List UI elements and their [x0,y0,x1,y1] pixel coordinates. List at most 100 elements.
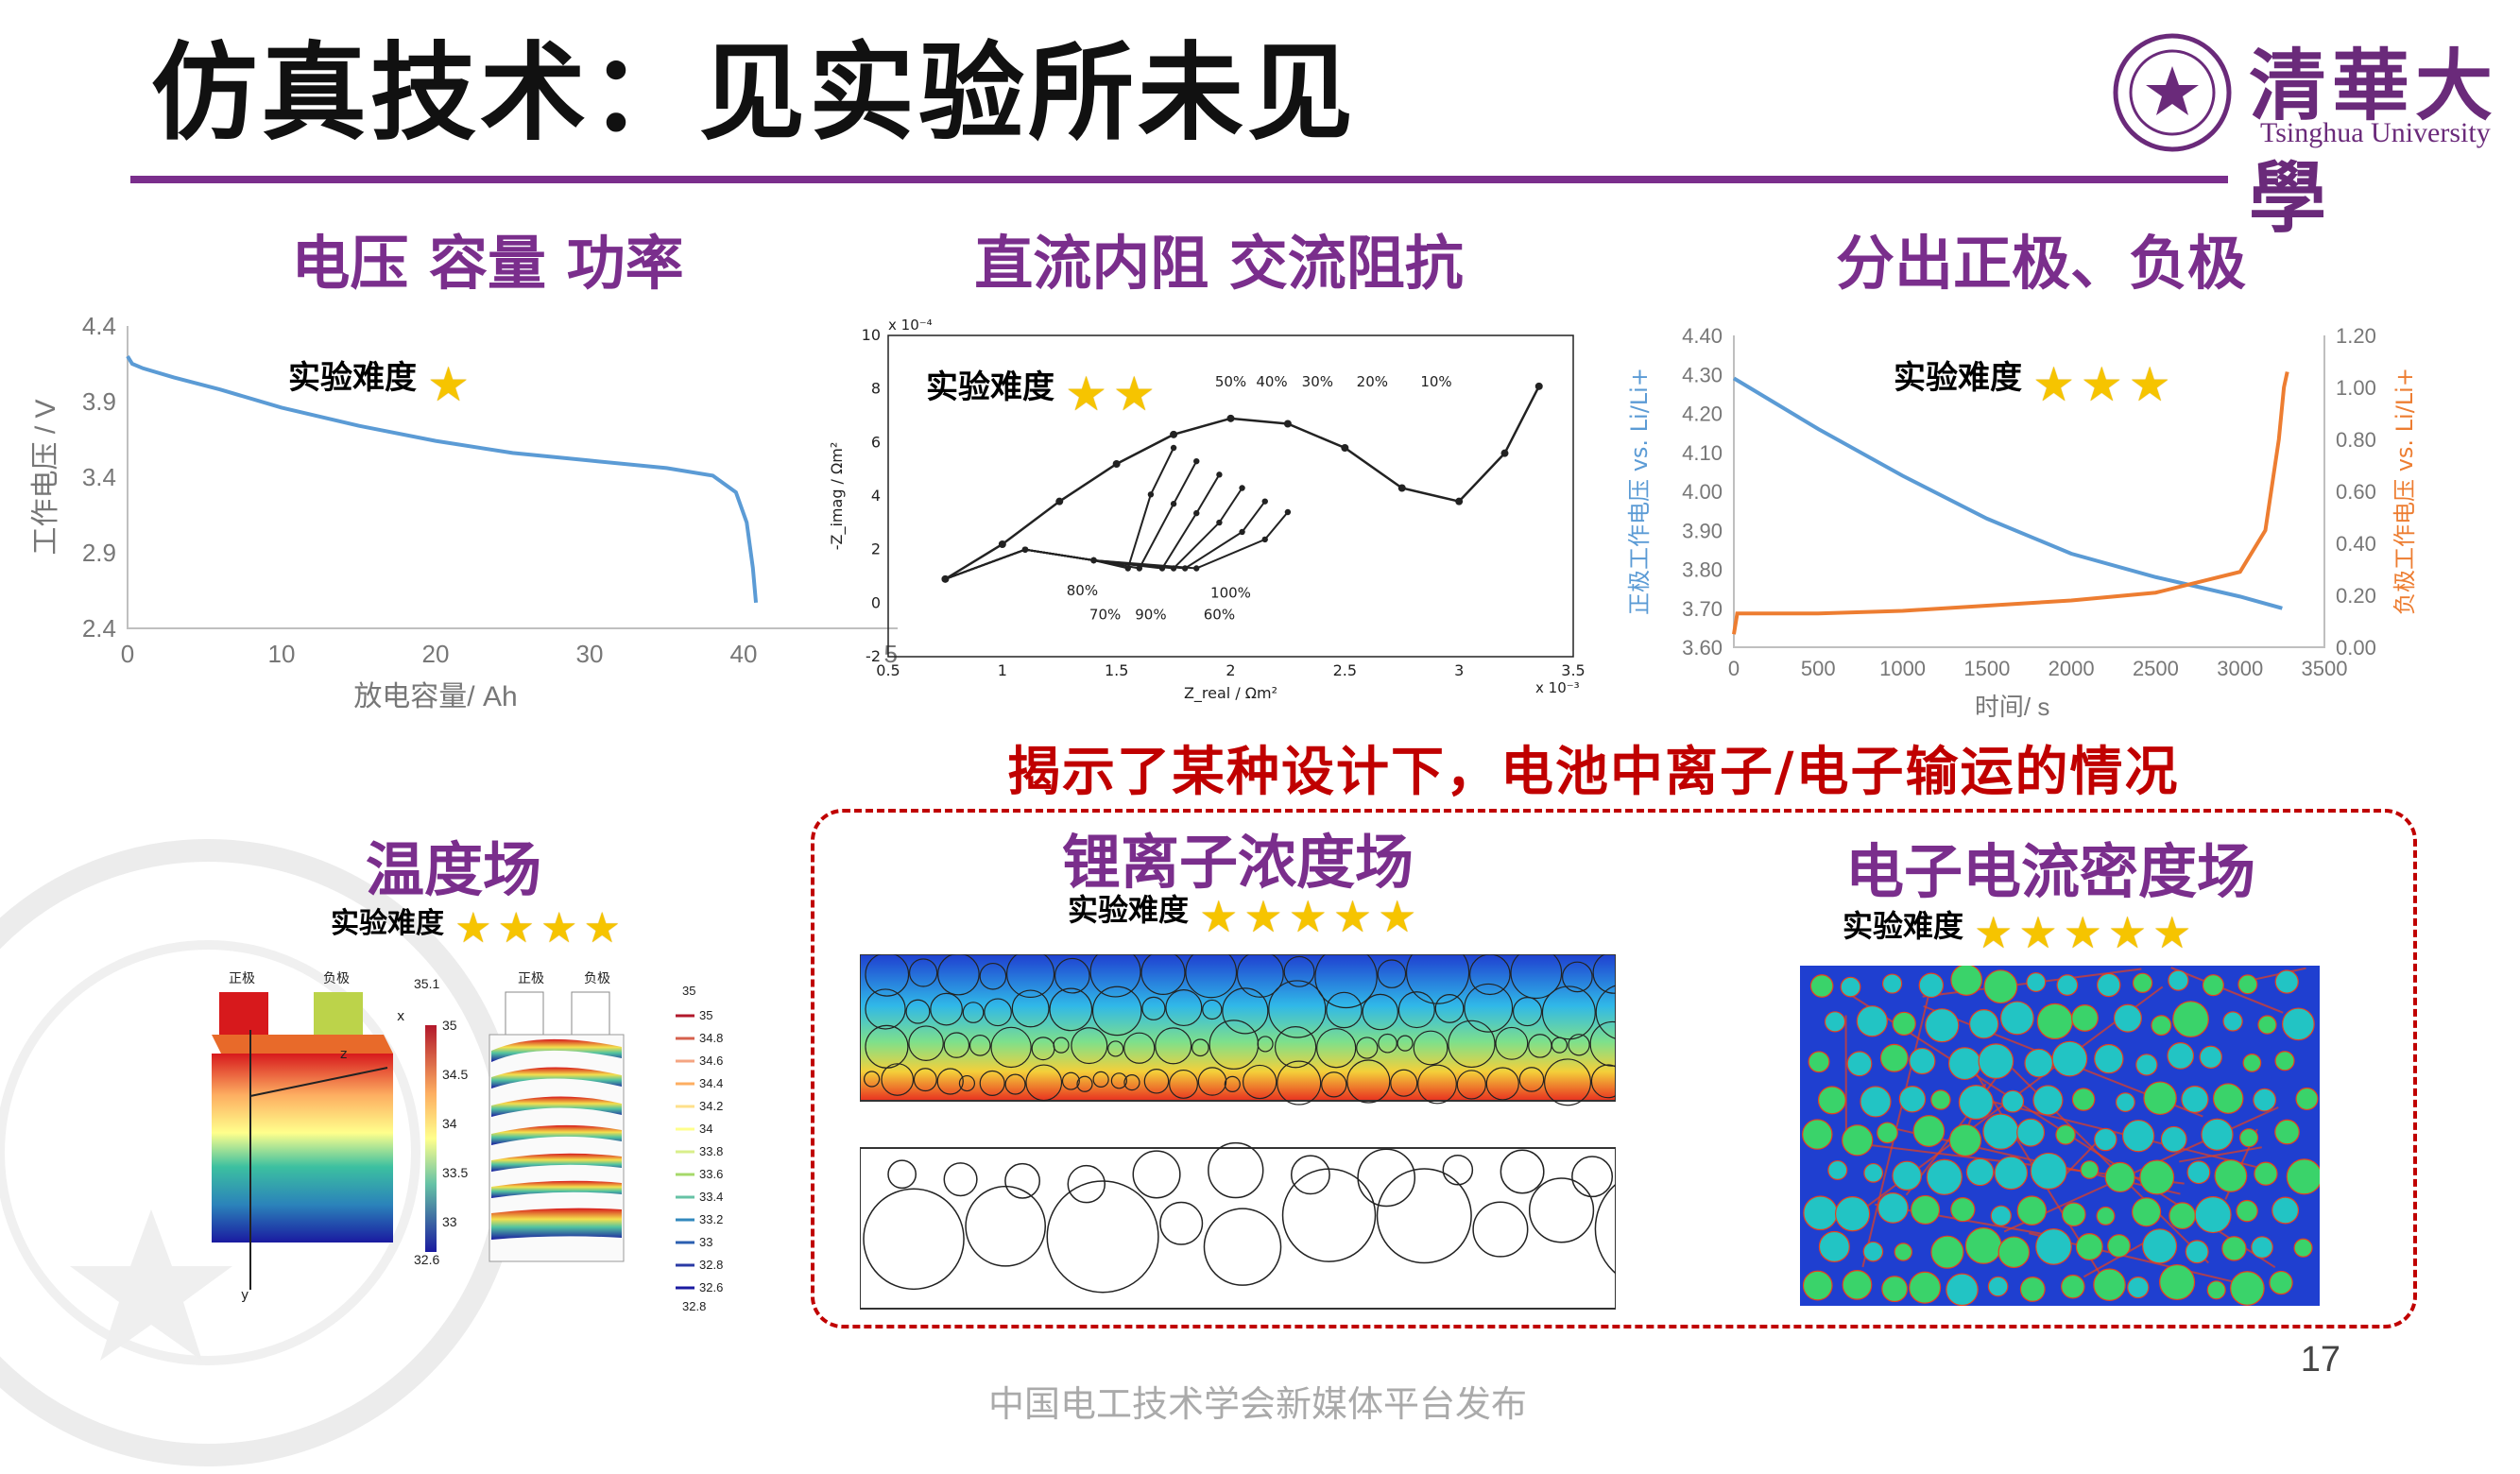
particle [2037,1003,2072,1038]
particle [1919,973,1943,997]
particle [1894,1243,1911,1260]
star-icon: ★ [583,908,620,950]
particle [1809,1052,1829,1072]
soc-point [1193,458,1199,464]
particle [2272,1197,2299,1224]
current-density-image [1800,966,2320,1306]
particle [1910,1048,1935,1073]
y-tick-label: 2 [871,540,881,558]
particle [2072,1088,2094,1110]
page-title: 仿真技术：见实验所未见 [151,30,1357,157]
y-left-axis-label: 正极工作电压 vs. Li/Li+ [1626,368,1653,615]
axis-z-label: z [340,1047,347,1062]
particle [2169,1203,2196,1229]
particle [2062,1275,2084,1297]
particle [2056,1125,2075,1144]
particle [2136,1054,2157,1075]
particle [2133,973,2151,992]
particle [1841,977,1860,997]
particle [2094,1269,2125,1300]
y-left-tick-label: 3.80 [1682,558,1723,582]
y-tick-label: 10 [862,326,881,344]
soc-point [1216,520,1222,525]
difficulty-label: 实验难度 [926,368,1054,406]
y-tick-label: 3.9 [82,387,116,416]
particle [1965,1227,2001,1263]
page-number: 17 [2301,1340,2340,1380]
impedance-point [1398,485,1406,492]
soc-point [1193,510,1199,516]
particle [2203,975,2223,996]
star-icon: ★ [498,908,535,950]
impedance-point [1284,420,1292,428]
y-tick-label: 2.4 [82,614,116,643]
x-tick-label: 20 [422,640,450,668]
logo-english-text: Tsinghua University [2260,117,2491,149]
soc-label: 50% [1215,373,1246,390]
star-icon: ★ [454,908,491,950]
particle [1883,974,1902,993]
particle [2081,1161,2099,1179]
star-icon: ★ [1065,370,1107,418]
particle [2057,975,2078,996]
particle [1877,1123,1898,1143]
particle [2031,1153,2066,1189]
y-multiplier: x 10⁻⁴ [888,317,933,334]
particle [1803,1271,1832,1300]
x-axis-label: 时间/ s [1975,693,2049,721]
particle [1931,1090,1950,1109]
svg-text:33: 33 [699,1235,712,1249]
x-tick-label: 2500 [2133,657,2179,680]
particle [2115,1004,2142,1032]
particle [1825,1012,1844,1032]
particle [1878,1193,1909,1224]
negative-electrode-curve [1734,372,2288,635]
particle [1893,1161,1921,1190]
x-tick-label: 2000 [2049,657,2095,680]
particle [2144,1082,2176,1114]
particle [2036,1229,2072,1265]
particle [1995,1157,2027,1189]
particle [2222,1237,2246,1260]
soc-label: 30% [1302,373,1333,390]
star-icon: ★ [2018,911,2057,954]
particle [1970,1010,1998,1038]
particle [2108,1235,2131,1258]
heading-voltage-capacity-power: 电压 容量 功率 [261,215,714,300]
soc-point [1171,501,1176,506]
difficulty-lithium: 实验难度 ★★★★★ [1068,886,1416,938]
difficulty-label: 实验难度 [1068,892,1189,928]
particle [2243,1054,2261,1072]
particle [1803,1120,1832,1149]
svg-text:34: 34 [699,1122,712,1136]
particle [1966,1158,1993,1185]
particle [1984,970,2017,1003]
svg-text:34.6: 34.6 [699,1054,723,1068]
star-icon: ★ [1378,895,1416,938]
particle [2258,1016,2276,1034]
particle [2063,1203,2085,1225]
axis-lines [128,326,898,628]
impedance-point [1055,498,1063,506]
svg-text:33.6: 33.6 [699,1167,723,1181]
impedance-point [1341,444,1348,452]
particle [2017,1119,2045,1146]
particle [1949,1124,1980,1156]
particle [1880,1044,1908,1071]
svg-text:负极: 负极 [584,971,610,986]
svg-text:32.6: 32.6 [699,1280,723,1294]
soc-point [1216,471,1222,477]
particle [2105,1162,2134,1191]
x-tick-label: 3500 [2302,657,2348,680]
particle [2275,1120,2299,1143]
x-tick-label: 40 [730,640,758,668]
y-left-tick-label: 4.10 [1682,441,1723,465]
particle [2017,1196,2046,1225]
particle [2294,1239,2312,1257]
x-tick-label: 1000 [1879,657,1926,680]
particle [2020,1277,2045,1302]
particle [1927,1159,1962,1194]
positive-electrode-curve [1734,378,2282,608]
particle [1864,1164,1883,1183]
star-icon: ★ [540,908,577,950]
